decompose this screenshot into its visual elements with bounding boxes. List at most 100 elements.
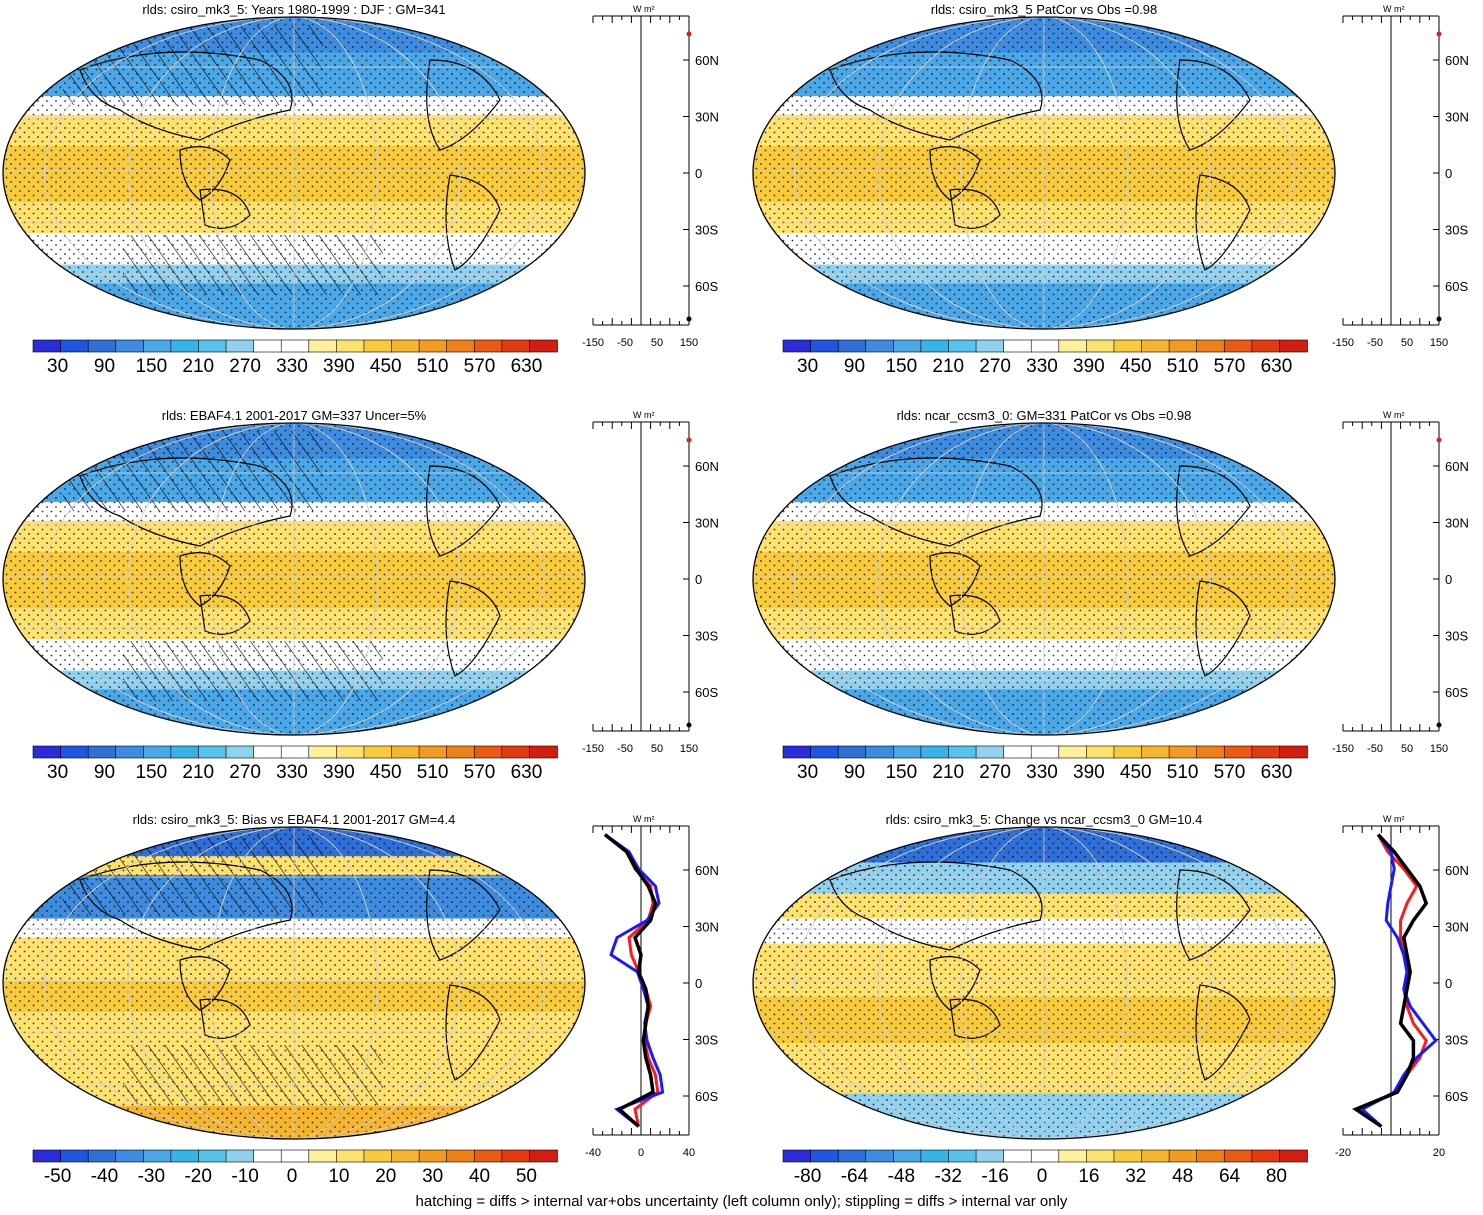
colorbar-cell [1086, 1149, 1115, 1163]
colorbar-cell [418, 339, 448, 353]
colorbar-cell [865, 339, 895, 353]
colorbar-cell [87, 339, 117, 353]
colorbar-label: 10 [328, 1166, 349, 1187]
hatch-overlay [63, 835, 323, 915]
colorbar-cell [1279, 745, 1308, 759]
zonal-marker [1436, 722, 1442, 728]
colorbar-label: 30 [47, 356, 68, 377]
colorbar-cell [1003, 339, 1033, 353]
colorbar-cell [170, 339, 200, 353]
colorbar-label: 0 [1037, 1166, 1048, 1187]
colorbar-cell [1141, 339, 1170, 353]
colorbar-cell [810, 1149, 839, 1163]
colorbar-cell [280, 339, 310, 353]
colorbar-cell [1279, 1149, 1308, 1163]
zonal-panel: W m² -150 -50 50 150 60N 30N 0 30S 60S [1332, 4, 1469, 349]
colorbar-cell [60, 1149, 89, 1163]
colorbar-cell [32, 339, 62, 353]
colorbar-cell [391, 1149, 420, 1163]
colorbar-label: 510 [417, 356, 449, 377]
colorbar-label: 90 [844, 762, 865, 783]
colorbar-cell [32, 745, 62, 759]
graticule-lon [127, 423, 461, 735]
colorbar-cell [1168, 745, 1198, 759]
zonal-tick-label: 150 [680, 743, 698, 755]
colorbar-cell [1058, 745, 1088, 759]
hatch-overlay [63, 25, 323, 105]
colorbar-cell [1223, 1149, 1253, 1163]
colorbar-cell [253, 1149, 283, 1163]
colorbar-cell [1113, 745, 1143, 759]
colorbar-label: 80 [1266, 1166, 1287, 1187]
graticule-lon [794, 423, 1294, 735]
colorbar-cell [446, 745, 476, 759]
colorbar-label: 450 [370, 356, 402, 377]
zonal-marker [1436, 437, 1442, 443]
zonal-series-blue [604, 833, 665, 1128]
colorbar-label: -40 [91, 1166, 118, 1187]
zonal-tick-label: 150 [1430, 337, 1448, 349]
colorbar-cell [810, 745, 839, 759]
graticule-lon [960, 827, 1128, 1139]
colorbar-label: 270 [979, 762, 1011, 783]
colorbar-label: 570 [1214, 356, 1246, 377]
colorbar-cell [1113, 339, 1143, 353]
lat-label: 30N [1445, 920, 1469, 935]
panel-4: rlds: ncar_ccsm3_0: GM=331 PatCor vs Obs… [752, 408, 1469, 783]
colorbar-cell [473, 1149, 503, 1163]
colorbar-cell [391, 745, 420, 759]
colorbar-cell [363, 745, 393, 759]
colorbar-label: 330 [1026, 356, 1058, 377]
colorbar-label: 30 [47, 762, 68, 783]
colorbar-cell [115, 745, 145, 759]
graticule-lon [127, 827, 461, 1139]
colorbar-label: -48 [888, 1166, 915, 1187]
lat-label: 60S [1445, 279, 1468, 294]
colorbar-cell [198, 745, 227, 759]
colorbar-cell [975, 339, 1005, 353]
graticule-lon [210, 827, 378, 1139]
colorbar-cell [948, 339, 977, 353]
colorbar-cell [1030, 339, 1060, 353]
panel-2: rlds: csiro_mk3_5 PatCor vs Obs =0.98 30 9… [752, 2, 1469, 377]
colorbar-cell [115, 339, 145, 353]
colorbar-cell [308, 745, 338, 759]
colorbar-label: 510 [1167, 356, 1199, 377]
colorbar-cell [837, 339, 867, 353]
colorbar-label: 330 [1026, 762, 1058, 783]
colorbar-cell [975, 1149, 1005, 1163]
colorbar-label: 270 [229, 356, 261, 377]
lat-label: 60S [695, 279, 718, 294]
colorbar-cell [920, 339, 950, 353]
colorbar-cell [920, 1149, 950, 1163]
lat-label: 30S [1445, 223, 1468, 238]
zonal-panel: W m² -150 -50 50 150 60N 30N 0 30S 60S [582, 4, 719, 349]
colorbar-label: -64 [841, 1166, 869, 1187]
colorbar-cell [501, 745, 531, 759]
colorbar-label: 90 [94, 356, 115, 377]
colorbar-cell [529, 339, 558, 353]
graticule-lon [960, 17, 1128, 329]
lat-label: 30N [695, 110, 719, 125]
zonal-marker [1436, 316, 1442, 322]
lat-label: 30S [695, 223, 718, 238]
colorbar-cell [170, 745, 200, 759]
zonal-series-black [1352, 833, 1429, 1128]
colorbar-cell [782, 1149, 812, 1163]
colorbar-label: 570 [464, 762, 496, 783]
panel-6: rlds: csiro_mk3_5: Change vs ncar_ccsm3_… [752, 812, 1469, 1187]
colorbar-cell [32, 1149, 62, 1163]
colorbar-cell [1141, 745, 1170, 759]
colorbar-label: 330 [276, 762, 308, 783]
zonal-unit: W m² [633, 410, 655, 420]
lat-label: 60N [695, 53, 719, 68]
lat-label: 30N [695, 516, 719, 531]
colorbar-cell [1251, 1149, 1281, 1163]
lat-label: 60S [695, 1089, 718, 1104]
lat-label: 30S [695, 629, 718, 644]
lat-label: 0 [695, 166, 702, 181]
colorbar-label: 150 [885, 356, 917, 377]
zonal-tick-label: 40 [683, 1147, 695, 1159]
panel-5: rlds: csiro_mk3_5: Bias vs EBAF4.1 2001-… [2, 812, 719, 1187]
zonal-panel: W m² -20 20 60N 30N 0 30S 60S [1335, 814, 1469, 1159]
